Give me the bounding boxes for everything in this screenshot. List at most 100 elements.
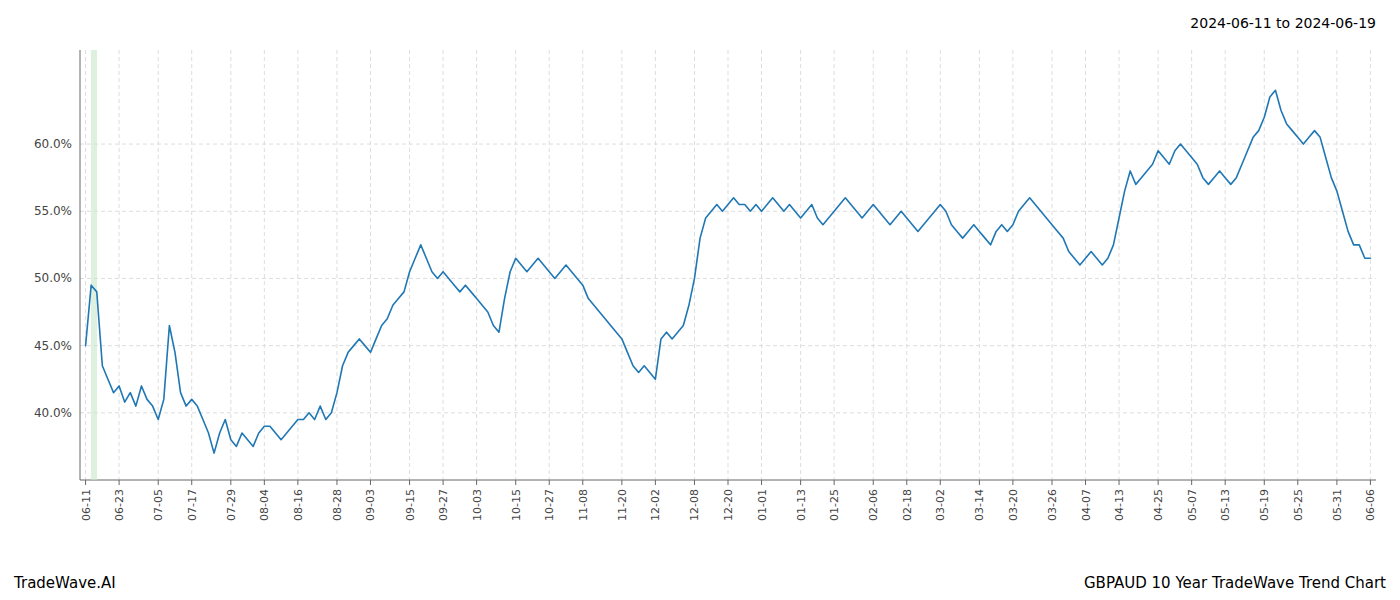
x-grid-line <box>476 50 477 480</box>
x-grid-line <box>1119 50 1120 480</box>
x-tick-label: 01-25 <box>828 489 841 521</box>
x-tick-label: 11-08 <box>577 489 590 521</box>
x-tick <box>873 480 874 485</box>
y-tick-label: 55.0% <box>34 204 72 218</box>
x-tick <box>761 480 762 485</box>
y-grid-line <box>80 278 1376 279</box>
y-grid-line <box>80 412 1376 413</box>
x-tick-label: 12-08 <box>688 489 701 521</box>
x-grid-line <box>1085 50 1086 480</box>
x-tick <box>1158 480 1159 485</box>
x-tick-label: 11-20 <box>616 489 629 521</box>
x-grid-line <box>1370 50 1371 480</box>
x-tick-label: 05-31 <box>1331 489 1344 521</box>
y-tick-label: 50.0% <box>34 271 72 285</box>
x-grid-line <box>191 50 192 480</box>
x-grid-line <box>1336 50 1337 480</box>
x-grid-line <box>834 50 835 480</box>
x-tick-label: 07-29 <box>225 489 238 521</box>
x-tick-label: 06-11 <box>80 489 93 521</box>
grid <box>80 50 1376 480</box>
x-tick-label: 06-23 <box>113 489 126 521</box>
x-tick <box>582 480 583 485</box>
trend-line <box>86 90 1371 453</box>
x-tick <box>1052 480 1053 485</box>
x-tick <box>1191 480 1192 485</box>
x-tick-label: 06-06 <box>1364 489 1377 521</box>
x-tick <box>1225 480 1226 485</box>
x-grid-line <box>1191 50 1192 480</box>
x-tick-label: 07-17 <box>186 489 199 521</box>
x-tick <box>230 480 231 485</box>
x-tick <box>800 480 801 485</box>
x-tick-label: 04-07 <box>1080 489 1093 521</box>
x-tick <box>370 480 371 485</box>
x-grid-line <box>694 50 695 480</box>
x-tick-label: 10-27 <box>543 489 556 521</box>
x-tick <box>1297 480 1298 485</box>
x-tick <box>1119 480 1120 485</box>
x-grid-line <box>264 50 265 480</box>
plot-area <box>86 50 1371 480</box>
y-axis-line <box>80 50 81 480</box>
x-tick-label: 01-01 <box>756 489 769 521</box>
x-grid-line <box>119 50 120 480</box>
x-tick <box>85 480 86 485</box>
x-grid-line <box>873 50 874 480</box>
x-tick <box>906 480 907 485</box>
x-tick <box>264 480 265 485</box>
x-tick <box>1012 480 1013 485</box>
title: 2024-06-11 to 2024-06-19 <box>1190 15 1376 31</box>
x-tick-label: 12-02 <box>649 489 662 521</box>
x-tick-label: 02-06 <box>867 489 880 521</box>
x-tick <box>834 480 835 485</box>
x-tick <box>158 480 159 485</box>
x-tick-label: 03-02 <box>934 489 947 521</box>
x-grid-line <box>1297 50 1298 480</box>
x-tick <box>1336 480 1337 485</box>
x-tick-label: 08-16 <box>292 489 305 521</box>
x-tick <box>940 480 941 485</box>
x-grid-line <box>655 50 656 480</box>
x-tick-label: 05-25 <box>1292 489 1305 521</box>
x-grid-line <box>1052 50 1053 480</box>
x-tick <box>728 480 729 485</box>
x-tick-label: 09-15 <box>404 489 417 521</box>
x-tick-label: 10-03 <box>471 489 484 521</box>
x-grid-line <box>979 50 980 480</box>
x-tick <box>297 480 298 485</box>
shaded-span <box>91 50 97 480</box>
x-grid-line <box>906 50 907 480</box>
y-tick-label: 60.0% <box>34 137 72 151</box>
x-tick-label: 01-13 <box>795 489 808 521</box>
x-tick-label: 09-27 <box>437 489 450 521</box>
x-tick-label: 08-04 <box>258 489 271 521</box>
x-tick <box>549 480 550 485</box>
x-tick <box>621 480 622 485</box>
x-tick-label: 03-20 <box>1007 489 1020 521</box>
x-tick <box>979 480 980 485</box>
footer-left: TradeWave.AI <box>13 574 116 592</box>
x-tick <box>409 480 410 485</box>
x-tick-label: 03-26 <box>1046 489 1059 521</box>
x-tick-label: 03-14 <box>973 489 986 521</box>
x-tick-label: 07-05 <box>152 489 165 521</box>
x-grid-line <box>1225 50 1226 480</box>
x-tick-label: 10-15 <box>510 489 523 521</box>
x-grid-line <box>230 50 231 480</box>
x-grid-line <box>1158 50 1159 480</box>
x-grid-line <box>297 50 298 480</box>
x-tick <box>476 480 477 485</box>
x-grid-line <box>370 50 371 480</box>
x-tick <box>191 480 192 485</box>
x-grid-line <box>443 50 444 480</box>
x-grid-line <box>336 50 337 480</box>
x-grid-line <box>761 50 762 480</box>
x-grid-line <box>409 50 410 480</box>
x-grid-line <box>582 50 583 480</box>
x-tick-label: 04-25 <box>1152 489 1165 521</box>
x-tick <box>443 480 444 485</box>
y-tick-label: 40.0% <box>34 406 72 420</box>
footer-right: GBPAUD 10 Year TradeWave Trend Chart <box>1084 574 1386 592</box>
x-tick-label: 05-13 <box>1219 489 1232 521</box>
